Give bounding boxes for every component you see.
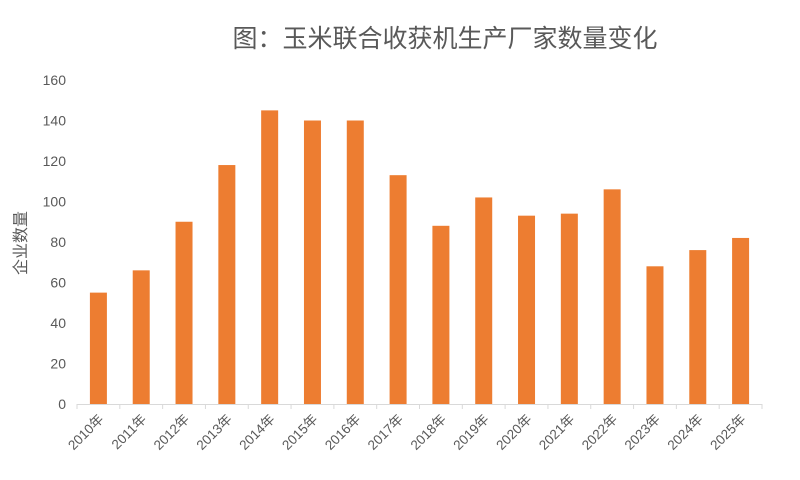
y-tick-label: 140 xyxy=(43,113,67,129)
x-tick-label: 2023年 xyxy=(622,412,663,453)
y-axis-label: 企业数量 xyxy=(11,211,30,275)
y-tick-label: 100 xyxy=(43,194,67,210)
chart-title: 图：玉米联合收获机生产厂家数量变化 xyxy=(232,24,657,53)
x-tick-label: 2010年 xyxy=(65,412,106,453)
bar xyxy=(646,266,664,404)
x-tick-label: 2020年 xyxy=(493,412,534,453)
y-tick-label: 60 xyxy=(50,275,66,291)
bar xyxy=(175,221,193,404)
x-axis-tick-marks xyxy=(76,404,763,409)
bar xyxy=(432,225,450,404)
x-tick-label: 2014年 xyxy=(236,412,277,453)
x-tick-label: 2024年 xyxy=(665,412,706,453)
x-tick-label: 2011年 xyxy=(109,412,150,453)
x-tick-label: 2015年 xyxy=(279,412,320,453)
bar xyxy=(132,270,150,404)
x-tick-label: 2019年 xyxy=(450,412,491,453)
x-tick-label: 2022年 xyxy=(579,412,620,453)
x-tick-label: 2017年 xyxy=(365,412,406,453)
bar xyxy=(732,237,750,404)
x-tick-label: 2025年 xyxy=(707,412,748,453)
y-tick-label: 0 xyxy=(58,396,66,412)
bars-group xyxy=(89,110,750,404)
x-tick-label: 2016年 xyxy=(322,412,363,453)
bar xyxy=(560,213,578,404)
y-tick-label: 40 xyxy=(50,315,66,331)
x-tick-label: 2013年 xyxy=(194,412,235,453)
bar xyxy=(261,110,279,404)
x-tick-label: 2021年 xyxy=(536,412,577,453)
bar xyxy=(475,197,493,404)
bar xyxy=(389,175,407,404)
x-tick-label: 2018年 xyxy=(408,412,449,453)
bar xyxy=(89,292,107,404)
bar xyxy=(518,215,536,404)
bar xyxy=(689,250,707,404)
bar xyxy=(218,165,236,404)
bar xyxy=(603,189,621,404)
bar xyxy=(303,120,321,404)
y-tick-label: 160 xyxy=(43,72,67,88)
y-tick-label: 120 xyxy=(43,153,67,169)
x-tick-label: 2012年 xyxy=(151,412,192,453)
y-tick-label: 80 xyxy=(50,234,66,250)
y-axis-ticks: 0 20 40 60 80 100 120 140 160 xyxy=(43,72,67,412)
bar xyxy=(346,120,364,404)
y-tick-label: 20 xyxy=(50,356,66,372)
x-axis-tick-labels: 2010年 2011年 2012年 2013年 2014年 2015年 2016年 2017年… xyxy=(65,412,749,453)
